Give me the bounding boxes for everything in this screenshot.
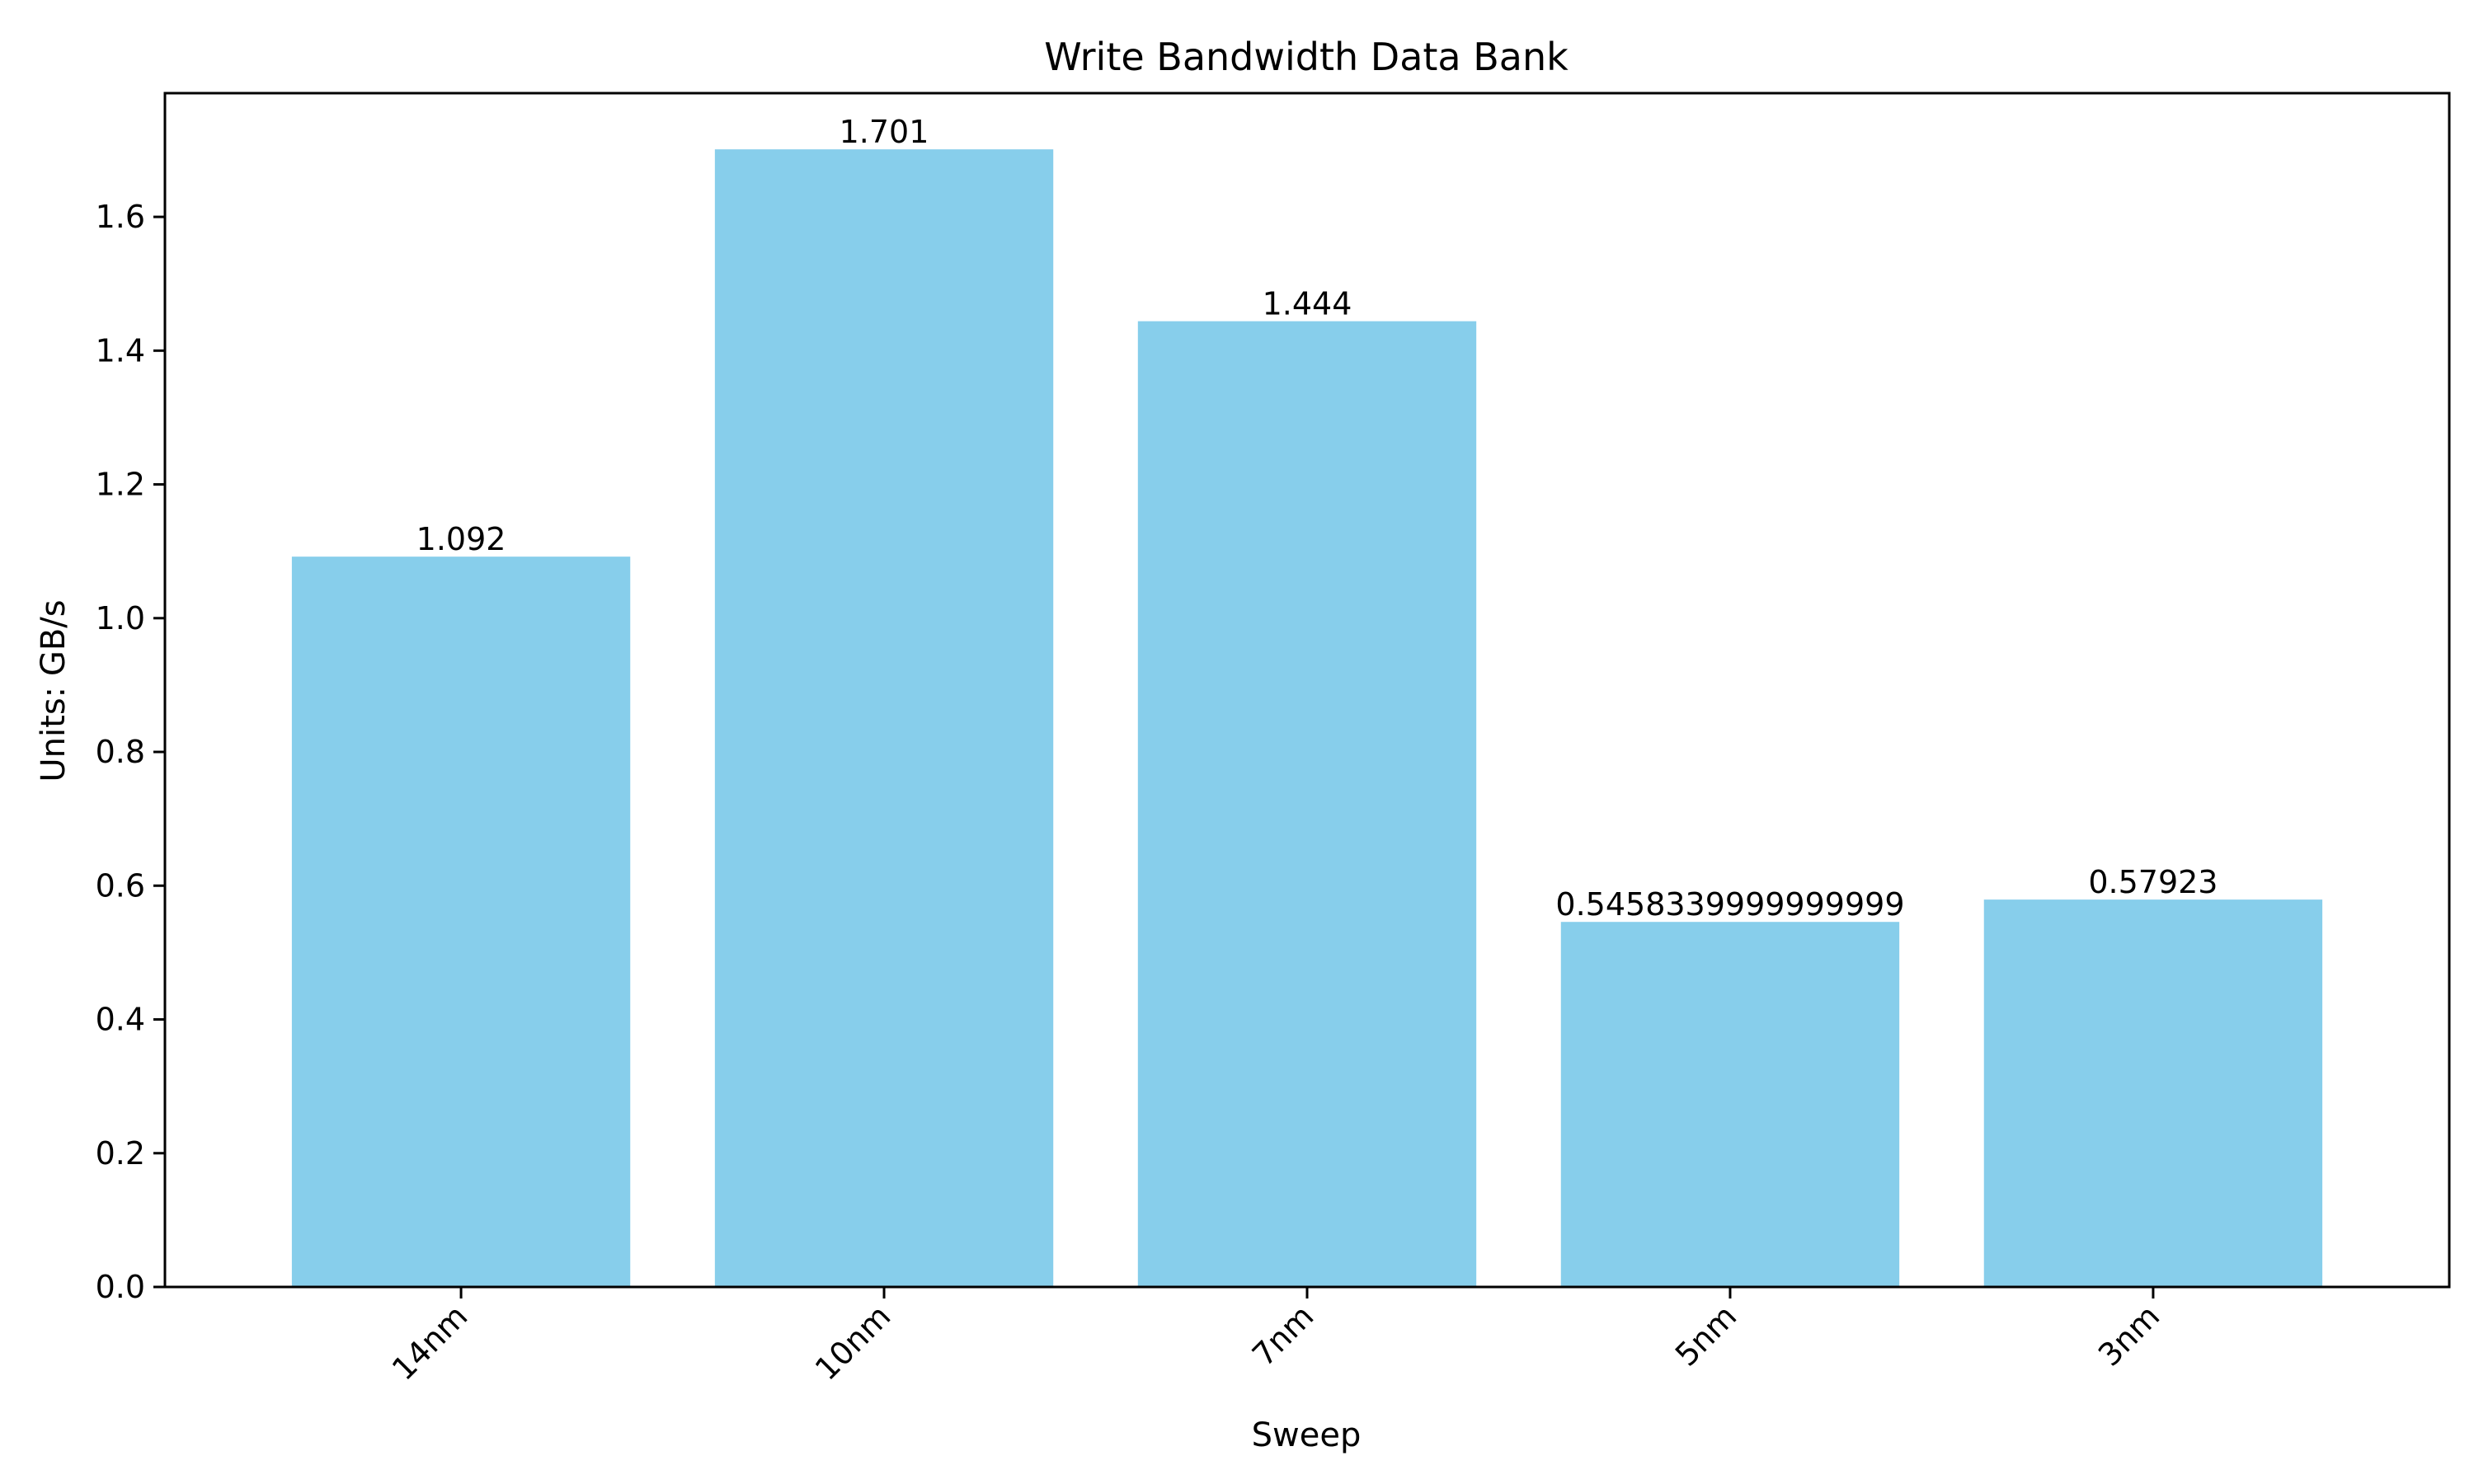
y-axis-label: Units: GB/s (35, 599, 73, 782)
chart-title: Write Bandwidth Data Bank (1044, 35, 1569, 79)
y-tick-label-1.0: 1.0 (96, 600, 145, 636)
y-tick-label-0.2: 0.2 (96, 1135, 145, 1172)
bar-value-label-10nm: 1.701 (840, 114, 929, 150)
x-axis-label: Sweep (1252, 1416, 1362, 1454)
bar-3nm (1983, 899, 2323, 1287)
plot-frame (163, 92, 2451, 1289)
bar-7nm (1137, 321, 1477, 1287)
y-tick-label-0.4: 0.4 (96, 1002, 145, 1038)
y-tick-label-1.4: 1.4 (96, 332, 145, 369)
bar-5nm (1560, 922, 1900, 1287)
y-tick-label-0.0: 0.0 (96, 1269, 145, 1305)
bar-value-label-7nm: 1.444 (1263, 286, 1352, 322)
y-tick-label-0.6: 0.6 (96, 867, 145, 904)
y-tick-label-1.2: 1.2 (96, 467, 145, 503)
value-labels-layer: 1.092 1.701 1.444 0.5458339999999999 0.57923 (416, 114, 2218, 923)
bar-14nm (291, 556, 631, 1287)
y-axis: 0.0 0.2 0.4 0.6 0.8 1.0 1.2 1.4 1.6 (96, 199, 165, 1305)
bar-10nm (714, 149, 1054, 1288)
bar-value-label-3nm: 0.57923 (2088, 864, 2218, 900)
bar-value-label-5nm: 0.5458339999999999 (1555, 886, 1904, 923)
y-tick-label-1.6: 1.6 (96, 199, 145, 235)
y-tick-label-0.8: 0.8 (96, 734, 145, 770)
bar-value-label-14nm: 1.092 (416, 521, 506, 557)
bars-layer (291, 149, 2323, 1288)
